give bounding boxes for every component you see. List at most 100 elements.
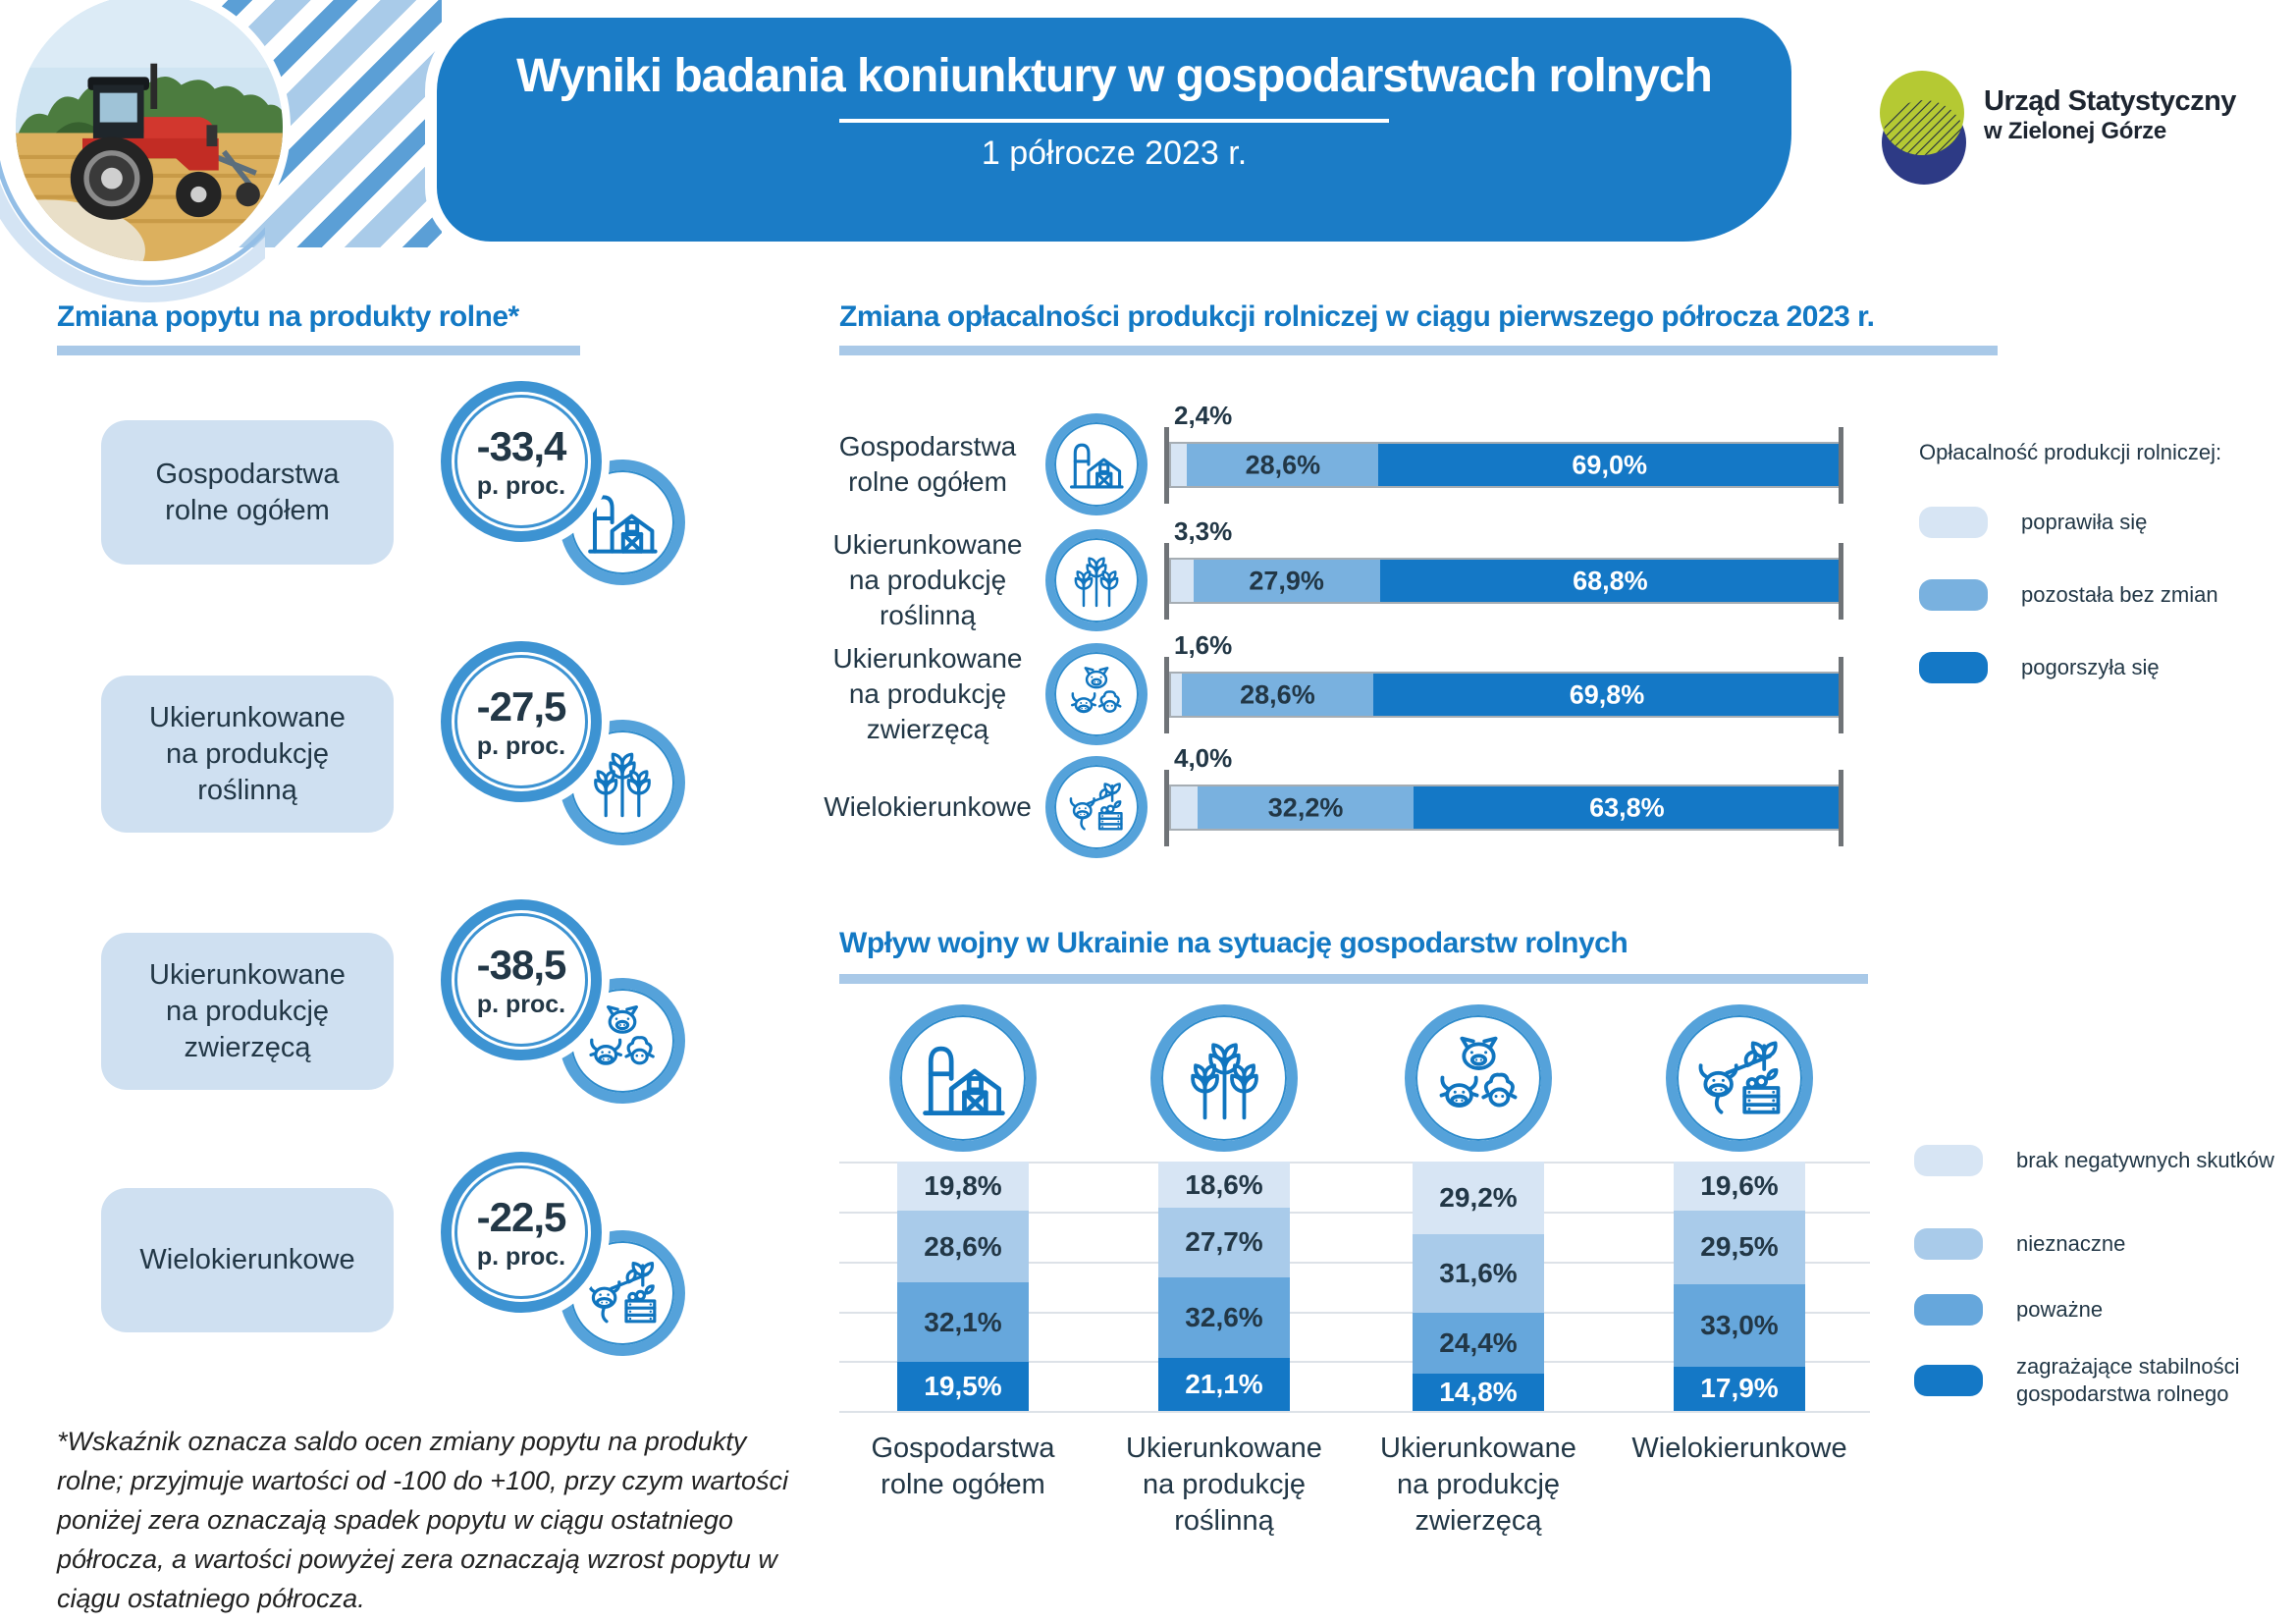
- logo-office-name: Urząd Statystyczny: [1984, 85, 2236, 117]
- legend-item-threatening: zagrażające stabilności gospodarstwa rol…: [1914, 1353, 2291, 1408]
- war-segment-threatening: 17,9%: [1674, 1366, 1805, 1411]
- legend-label: poprawiła się: [2021, 510, 2148, 534]
- segment-value-label: 31,6%: [1439, 1258, 1518, 1289]
- bar-start-cap: [1164, 770, 1169, 846]
- segment-value-label: 32,2%: [1267, 792, 1344, 822]
- profitability-section-title: Zmiana opłacalności produkcji rolniczej …: [839, 300, 1875, 333]
- segment-value-label: 19,8%: [924, 1170, 1002, 1202]
- segment-value-label: 69,8%: [1569, 679, 1645, 709]
- segment-unchanged: 28,6%: [1187, 444, 1379, 486]
- war-segment-none: 19,6%: [1674, 1162, 1805, 1211]
- legend-swatch-none: [1914, 1145, 1983, 1176]
- barn-icon: [889, 1004, 1037, 1152]
- gridline-60: [839, 1262, 1870, 1264]
- war-bar-overall: 19,8% 28,6% 32,1% 19,5%: [897, 1162, 1029, 1411]
- legend-label: pozostała bez zmian: [2021, 582, 2218, 607]
- segment-value-label: 69,0%: [1572, 450, 1647, 479]
- bar-start-cap: [1164, 427, 1169, 504]
- legend-swatch-minor: [1914, 1228, 1983, 1260]
- bar-end-cap: [1839, 427, 1843, 504]
- war-segment-none: 29,2%: [1413, 1162, 1544, 1235]
- legend-item-worsened: pogorszyła się: [1919, 652, 2160, 683]
- segment-value-label: 19,6%: [1700, 1169, 1779, 1201]
- segment-value-label: 14,8%: [1439, 1377, 1518, 1408]
- segment-value-label: 27,9%: [1249, 566, 1324, 595]
- barn-icon: [1045, 413, 1148, 515]
- bar-end-cap: [1839, 543, 1843, 620]
- war-segment-threatening: 19,5%: [897, 1362, 1029, 1411]
- war-segment-none: 18,6%: [1158, 1162, 1290, 1209]
- war-segment-serious: 32,1%: [897, 1281, 1029, 1363]
- improved-value-label: 1,6%: [1174, 630, 1233, 660]
- decorative-arcs: [0, 159, 265, 302]
- profitability-legend-title: Opłacalność produkcji rolniczej:: [1919, 440, 2222, 464]
- demand-value: -27,5: [476, 682, 567, 730]
- segment-value-label: 18,6%: [1185, 1168, 1263, 1200]
- demand-value-circle: -38,5 p. proc.: [441, 899, 602, 1060]
- segment-worsened: 68,8%: [1379, 560, 1841, 602]
- segment-value-label: 33,0%: [1700, 1309, 1779, 1340]
- segment-value-label: 68,8%: [1573, 566, 1648, 595]
- war-segment-minor: 27,7%: [1158, 1208, 1290, 1277]
- segment-value-label: 28,6%: [1240, 679, 1315, 709]
- segment-value-label: 28,6%: [924, 1230, 1002, 1262]
- bar-end-cap: [1839, 657, 1843, 733]
- segment-value-label: 27,7%: [1185, 1226, 1263, 1258]
- demand-value-circle: -27,5 p. proc.: [441, 641, 602, 802]
- demand-value: -22,5: [476, 1193, 567, 1240]
- improved-value-label: 2,4%: [1174, 401, 1233, 430]
- demand-unit: p. proc.: [476, 990, 566, 1018]
- segment-value-label: 24,4%: [1439, 1327, 1518, 1359]
- demand-value: -38,5: [476, 941, 567, 988]
- legend-item-none: brak negatywnych skutków: [1914, 1145, 2291, 1176]
- legend-label: poważne: [2016, 1297, 2104, 1322]
- segment-improved: [1171, 560, 1194, 602]
- improved-value-label: 3,3%: [1174, 516, 1233, 546]
- bar-start-cap: [1164, 657, 1169, 733]
- gridline-20: [839, 1361, 1870, 1363]
- segment-value-label: 28,6%: [1245, 450, 1321, 479]
- statistical-office-logo: Urząd Statystyczny w Zielonej Górze: [1873, 61, 2236, 189]
- legend-swatch-serious: [1914, 1294, 1983, 1326]
- barn-icon: [560, 460, 685, 585]
- page-subtitle: 1 półrocze 2023 r.: [981, 135, 1248, 172]
- segment-value-label: 32,6%: [1185, 1301, 1263, 1332]
- segment-unchanged: 28,6%: [1181, 674, 1373, 716]
- profitability-category-label: Gospodarstwa rolne ogółem: [838, 431, 1017, 497]
- demand-value-circle: -22,5 p. proc.: [441, 1152, 602, 1313]
- war-bar-animal: 29,2% 31,6% 24,4% 14,8%: [1413, 1162, 1544, 1411]
- war-category-label: Ukierunkowane na produkcję roślinną: [1126, 1433, 1322, 1537]
- wheat-icon: [1045, 529, 1148, 631]
- war-segment-minor: 31,6%: [1413, 1234, 1544, 1314]
- segment-value-label: 63,8%: [1589, 792, 1665, 822]
- war-category-label: Wielokierunkowe: [1631, 1433, 1847, 1464]
- segment-worsened: 69,8%: [1372, 674, 1841, 716]
- segment-worsened: 69,0%: [1378, 444, 1841, 486]
- demand-value-circle: -33,4 p. proc.: [441, 381, 602, 542]
- legend-label: nieznaczne: [2016, 1231, 2126, 1256]
- gridline-80: [839, 1212, 1870, 1214]
- demand-label-overall: Gospodarstwa rolne ogółem: [101, 420, 394, 565]
- demand-label-multi: Wielokierunkowe: [101, 1188, 394, 1332]
- segment-improved: [1171, 786, 1199, 829]
- wheat-icon: [1150, 1004, 1298, 1152]
- bar-end-cap: [1839, 770, 1843, 846]
- header-banner: Wyniki badania koniunktury w gospodarstw…: [437, 18, 1791, 242]
- demand-footnote: *Wskaźnik oznacza saldo ocen zmiany popy…: [57, 1427, 789, 1613]
- gridline-40: [839, 1312, 1870, 1314]
- legend-swatch-worsened: [1919, 652, 1988, 683]
- demand-title-underline: [57, 346, 580, 355]
- war-segment-none: 19,8%: [897, 1162, 1029, 1212]
- page-title: Wyniki badania koniunktury w gospodarstw…: [516, 50, 1713, 102]
- segment-improved: [1171, 674, 1182, 716]
- segment-value-label: 19,5%: [924, 1371, 1002, 1402]
- legend-item-unchanged: pozostała bez zmian: [1919, 579, 2218, 611]
- livestock-icon: [1045, 643, 1148, 745]
- demand-unit: p. proc.: [476, 471, 566, 500]
- tractor-illustration: [16, 0, 283, 261]
- profitability-category-label: Ukierunkowane na produkcję roślinną: [832, 529, 1023, 630]
- segment-worsened: 63,8%: [1413, 786, 1841, 829]
- segment-improved: [1171, 444, 1188, 486]
- livestock-icon: [1405, 1004, 1552, 1152]
